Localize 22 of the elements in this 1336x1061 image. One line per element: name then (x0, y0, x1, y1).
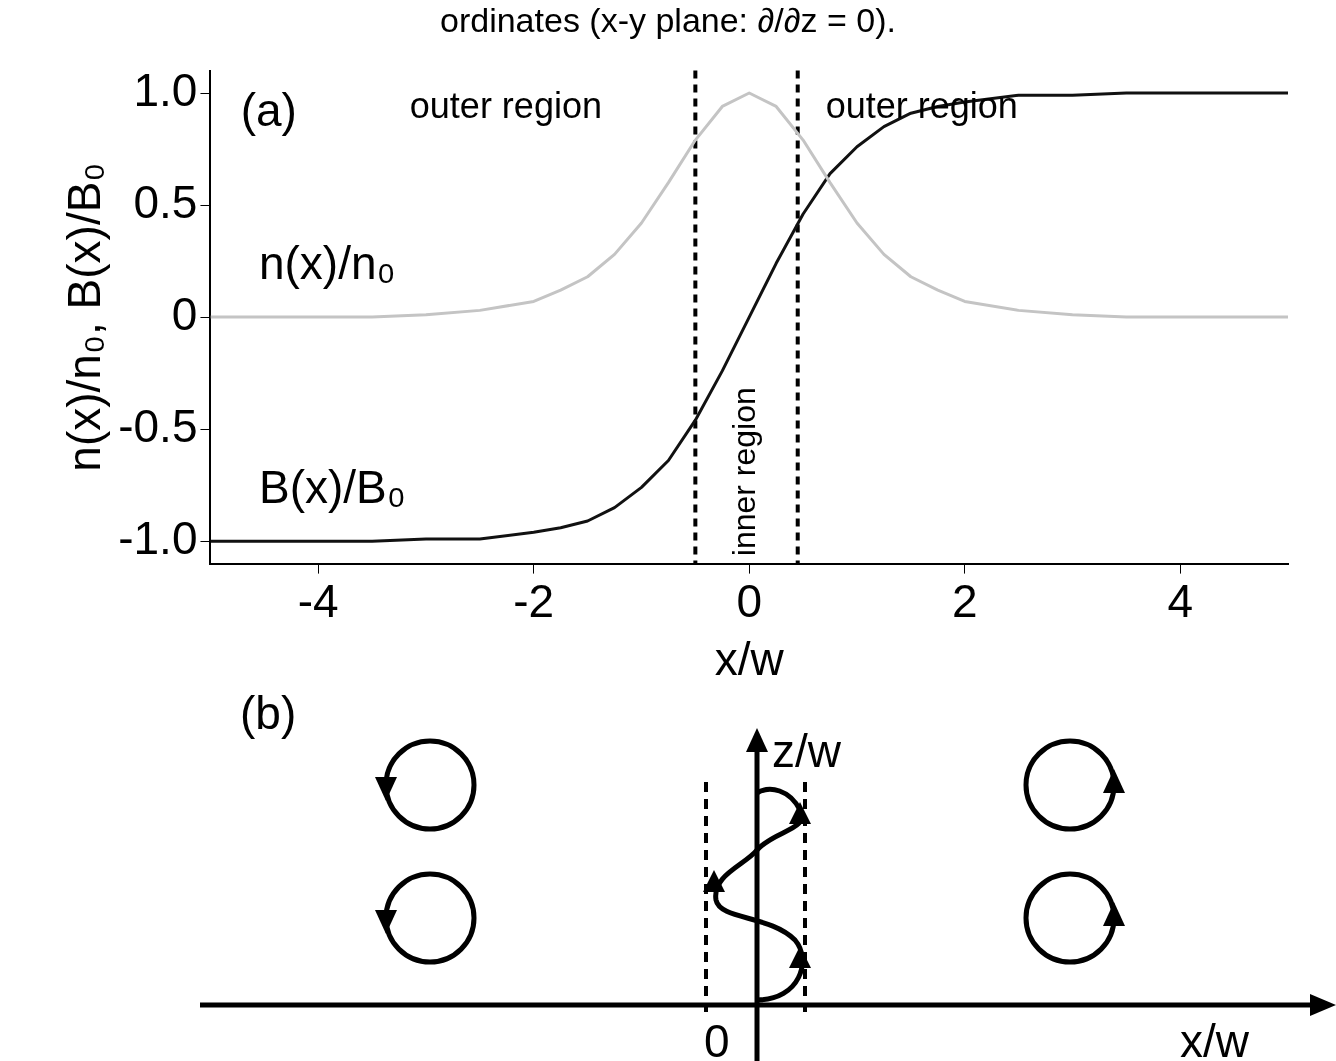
y-tick-label: -1.0 (118, 511, 198, 564)
x-tick-label: 2 (951, 574, 978, 627)
text: 0 (704, 1015, 730, 1061)
y-tick-label: 0.5 (133, 175, 198, 228)
chart-title: ordinates (x-y plane: ∂/∂z = 0). (439, 0, 897, 40)
y-axis-title: n(x)/n₀, B(x)/B₀ (58, 162, 111, 472)
x-axis-title: x/w (714, 633, 785, 686)
series-label: B(x)/B₀ (258, 460, 406, 513)
text: x/w (1180, 1015, 1249, 1061)
y-tick-label: -0.5 (118, 399, 198, 452)
text: z/w (772, 725, 841, 777)
annotation: (a) (240, 84, 297, 137)
x-tick-label: -4 (297, 574, 339, 627)
x-tick-label: 4 (1167, 574, 1194, 627)
text: (b) (240, 687, 297, 739)
y-tick-label: 0 (171, 287, 198, 340)
annotation: outer region (409, 85, 602, 127)
x-tick-label: -2 (513, 574, 555, 627)
series-label: n(x)/n₀ (258, 236, 396, 289)
x-tick-label: 0 (736, 574, 763, 627)
y-tick-label: 1.0 (133, 63, 198, 116)
annotation: inner region (725, 387, 762, 557)
